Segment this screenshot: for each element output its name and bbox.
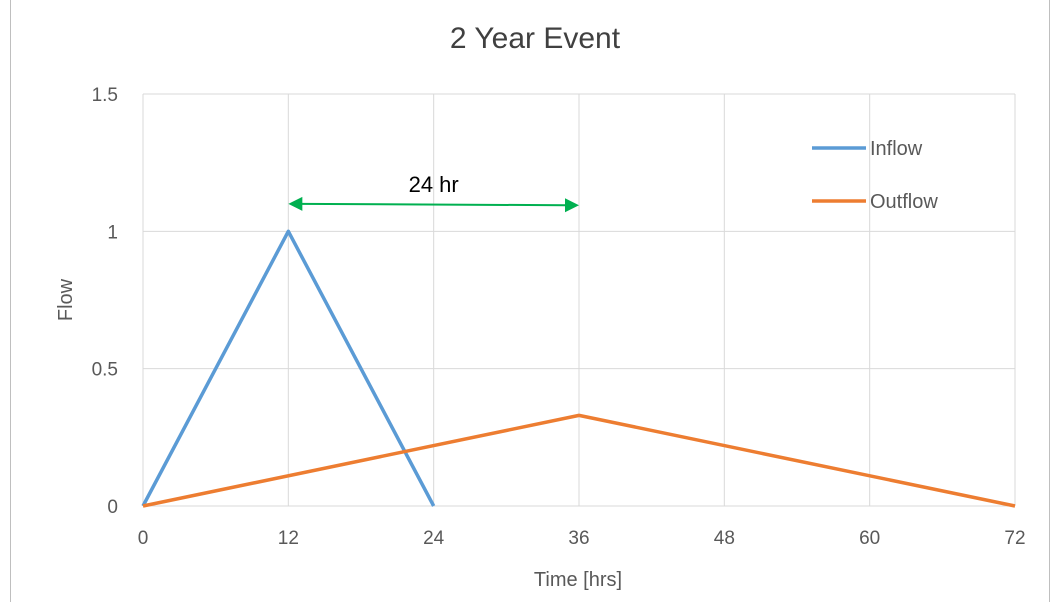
annotation-label: 24 hr [409, 172, 459, 197]
legend-label-outflow: Outflow [870, 191, 938, 213]
annotation-arrowhead-left [288, 196, 303, 211]
x-axis-ticks: 0 12 24 36 48 60 72 [138, 528, 1026, 549]
series-line-outflow [142, 413, 1016, 508]
x-tick-label: 72 [1004, 528, 1025, 549]
y-axis-ticks: 0 0.5 1 1.5 [92, 85, 118, 518]
chart-title: 2 Year Event [450, 22, 621, 55]
legend: Inflow Outflow [812, 138, 938, 213]
x-tick-label: 36 [568, 528, 589, 549]
series-lines [141, 229, 1016, 508]
x-tick-label: 24 [423, 528, 445, 549]
y-tick-label: 1 [107, 222, 118, 243]
x-tick-label: 0 [138, 528, 149, 549]
x-tick-label: 48 [714, 528, 735, 549]
annotation-arrow-line [300, 202, 568, 207]
y-tick-label: 1.5 [92, 85, 118, 106]
x-axis-label: Time [hrs] [534, 569, 622, 591]
x-tick-label: 60 [859, 528, 880, 549]
y-tick-label: 0.5 [92, 360, 118, 381]
y-tick-label: 0 [107, 497, 118, 518]
annotation-arrowhead-right [565, 198, 579, 213]
annotation: 24 hr [288, 172, 579, 213]
x-tick-label: 12 [278, 528, 299, 549]
series-line-inflow [141, 229, 436, 507]
legend-label-inflow: Inflow [870, 138, 923, 160]
y-axis-label: Flow [55, 278, 77, 321]
